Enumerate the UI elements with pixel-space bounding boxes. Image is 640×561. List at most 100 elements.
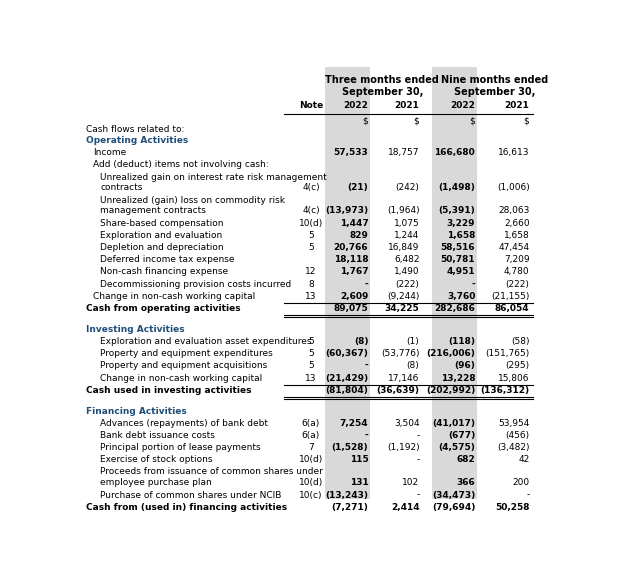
Text: (13,243): (13,243): [325, 490, 368, 499]
Text: 2,609: 2,609: [340, 292, 368, 301]
Text: Nine months ended
September 30,: Nine months ended September 30,: [441, 75, 548, 98]
Text: (677): (677): [448, 431, 476, 440]
Text: 4(c): 4(c): [302, 206, 320, 215]
Text: Exploration and evaluation: Exploration and evaluation: [100, 231, 223, 240]
Text: (60,367): (60,367): [325, 349, 368, 358]
Text: 282,686: 282,686: [435, 304, 476, 313]
Text: (3,482): (3,482): [497, 443, 529, 452]
Text: Cash used in investing activities: Cash used in investing activities: [86, 385, 252, 395]
Text: (9,244): (9,244): [387, 292, 419, 301]
Text: Property and equipment acquisitions: Property and equipment acquisitions: [100, 361, 268, 370]
Text: Principal portion of lease payments: Principal portion of lease payments: [100, 443, 260, 452]
Text: 6,482: 6,482: [394, 255, 419, 264]
Text: (53,776): (53,776): [381, 349, 419, 358]
Text: 28,063: 28,063: [498, 206, 529, 215]
Text: (1,528): (1,528): [332, 443, 368, 452]
Text: 13: 13: [305, 374, 317, 383]
Text: Purchase of common shares under NCIB: Purchase of common shares under NCIB: [100, 490, 282, 499]
Text: (222): (222): [396, 279, 419, 288]
Text: 2021: 2021: [504, 101, 529, 110]
Text: Cash from operating activities: Cash from operating activities: [86, 304, 241, 313]
Text: Property and equipment expenditures: Property and equipment expenditures: [100, 349, 273, 358]
Text: 5: 5: [308, 337, 314, 346]
Text: Unrealized (gain) loss on commodity risk: Unrealized (gain) loss on commodity risk: [100, 196, 285, 205]
Text: Note: Note: [299, 101, 323, 110]
Text: -: -: [416, 431, 419, 440]
Text: (1,498): (1,498): [438, 183, 476, 192]
Text: (1,192): (1,192): [387, 443, 419, 452]
Text: 34,225: 34,225: [385, 304, 419, 313]
Text: Proceeds from issuance of common shares under: Proceeds from issuance of common shares …: [100, 467, 323, 476]
Text: 53,954: 53,954: [498, 419, 529, 428]
Text: (202,992): (202,992): [426, 385, 476, 395]
Text: 10(c): 10(c): [300, 490, 323, 499]
Text: (21,429): (21,429): [325, 374, 368, 383]
Text: 366: 366: [456, 478, 476, 487]
Text: Add (deduct) items not involving cash:: Add (deduct) items not involving cash:: [93, 160, 269, 169]
Text: Change in non-cash working capital: Change in non-cash working capital: [100, 374, 262, 383]
Text: (34,473): (34,473): [432, 490, 476, 499]
Text: -: -: [416, 490, 419, 499]
Text: management contracts: management contracts: [100, 206, 206, 215]
Text: 2,414: 2,414: [391, 503, 419, 512]
Text: Depletion and depreciation: Depletion and depreciation: [100, 243, 224, 252]
Text: (8): (8): [406, 361, 419, 370]
Text: 7,254: 7,254: [340, 419, 368, 428]
Text: Exercise of stock options: Exercise of stock options: [100, 456, 212, 465]
Text: 829: 829: [349, 231, 368, 240]
Text: 10(d): 10(d): [299, 478, 323, 487]
Text: (1,964): (1,964): [387, 206, 419, 215]
Text: (456): (456): [506, 431, 529, 440]
Text: 4,780: 4,780: [504, 268, 529, 277]
Text: 58,516: 58,516: [440, 243, 476, 252]
Text: -: -: [365, 361, 368, 370]
Text: 18,118: 18,118: [333, 255, 368, 264]
Bar: [432, 67, 477, 499]
Text: 1,490: 1,490: [394, 268, 419, 277]
Text: 7: 7: [308, 443, 314, 452]
Text: -: -: [472, 279, 476, 288]
Text: 50,258: 50,258: [495, 503, 529, 512]
Text: 3,760: 3,760: [447, 292, 476, 301]
Text: (58): (58): [511, 337, 529, 346]
Text: Decommissioning provision costs incurred: Decommissioning provision costs incurred: [100, 279, 291, 288]
Text: Three months ended
September 30,: Three months ended September 30,: [325, 75, 439, 98]
Text: 131: 131: [349, 478, 368, 487]
Text: 2021: 2021: [395, 101, 419, 110]
Text: employee purchase plan: employee purchase plan: [100, 478, 212, 487]
Text: 2,660: 2,660: [504, 219, 529, 228]
Text: 8: 8: [308, 279, 314, 288]
Text: 6(a): 6(a): [302, 419, 320, 428]
Text: 16,613: 16,613: [498, 148, 529, 157]
Text: 2022: 2022: [451, 101, 476, 110]
Text: 50,781: 50,781: [440, 255, 476, 264]
Text: (21): (21): [348, 183, 368, 192]
Text: (1): (1): [406, 337, 419, 346]
Text: 10(d): 10(d): [299, 219, 323, 228]
Text: Deferred income tax expense: Deferred income tax expense: [100, 255, 235, 264]
Text: Share-based compensation: Share-based compensation: [100, 219, 223, 228]
Text: 15,806: 15,806: [498, 374, 529, 383]
Text: $: $: [413, 116, 419, 125]
Text: Bank debt issuance costs: Bank debt issuance costs: [100, 431, 215, 440]
Text: (118): (118): [448, 337, 476, 346]
Text: Exploration and evaluation asset expenditures: Exploration and evaluation asset expendi…: [100, 337, 312, 346]
Text: 5: 5: [308, 243, 314, 252]
Text: 3,504: 3,504: [394, 419, 419, 428]
Text: 102: 102: [403, 478, 419, 487]
Text: 200: 200: [513, 478, 529, 487]
Text: (13,973): (13,973): [325, 206, 368, 215]
Text: Change in non-cash working capital: Change in non-cash working capital: [93, 292, 255, 301]
Text: 1,658: 1,658: [504, 231, 529, 240]
Text: -: -: [526, 490, 529, 499]
Text: (7,271): (7,271): [332, 503, 368, 512]
Text: 13,228: 13,228: [440, 374, 476, 383]
Text: 6(a): 6(a): [302, 431, 320, 440]
Text: Unrealized gain on interest rate risk management: Unrealized gain on interest rate risk ma…: [100, 172, 327, 182]
Text: Income: Income: [93, 148, 127, 157]
Text: 5: 5: [308, 361, 314, 370]
Text: 10(d): 10(d): [299, 456, 323, 465]
Text: 682: 682: [456, 456, 476, 465]
Text: Non-cash financing expense: Non-cash financing expense: [100, 268, 228, 277]
Text: 18,757: 18,757: [388, 148, 419, 157]
